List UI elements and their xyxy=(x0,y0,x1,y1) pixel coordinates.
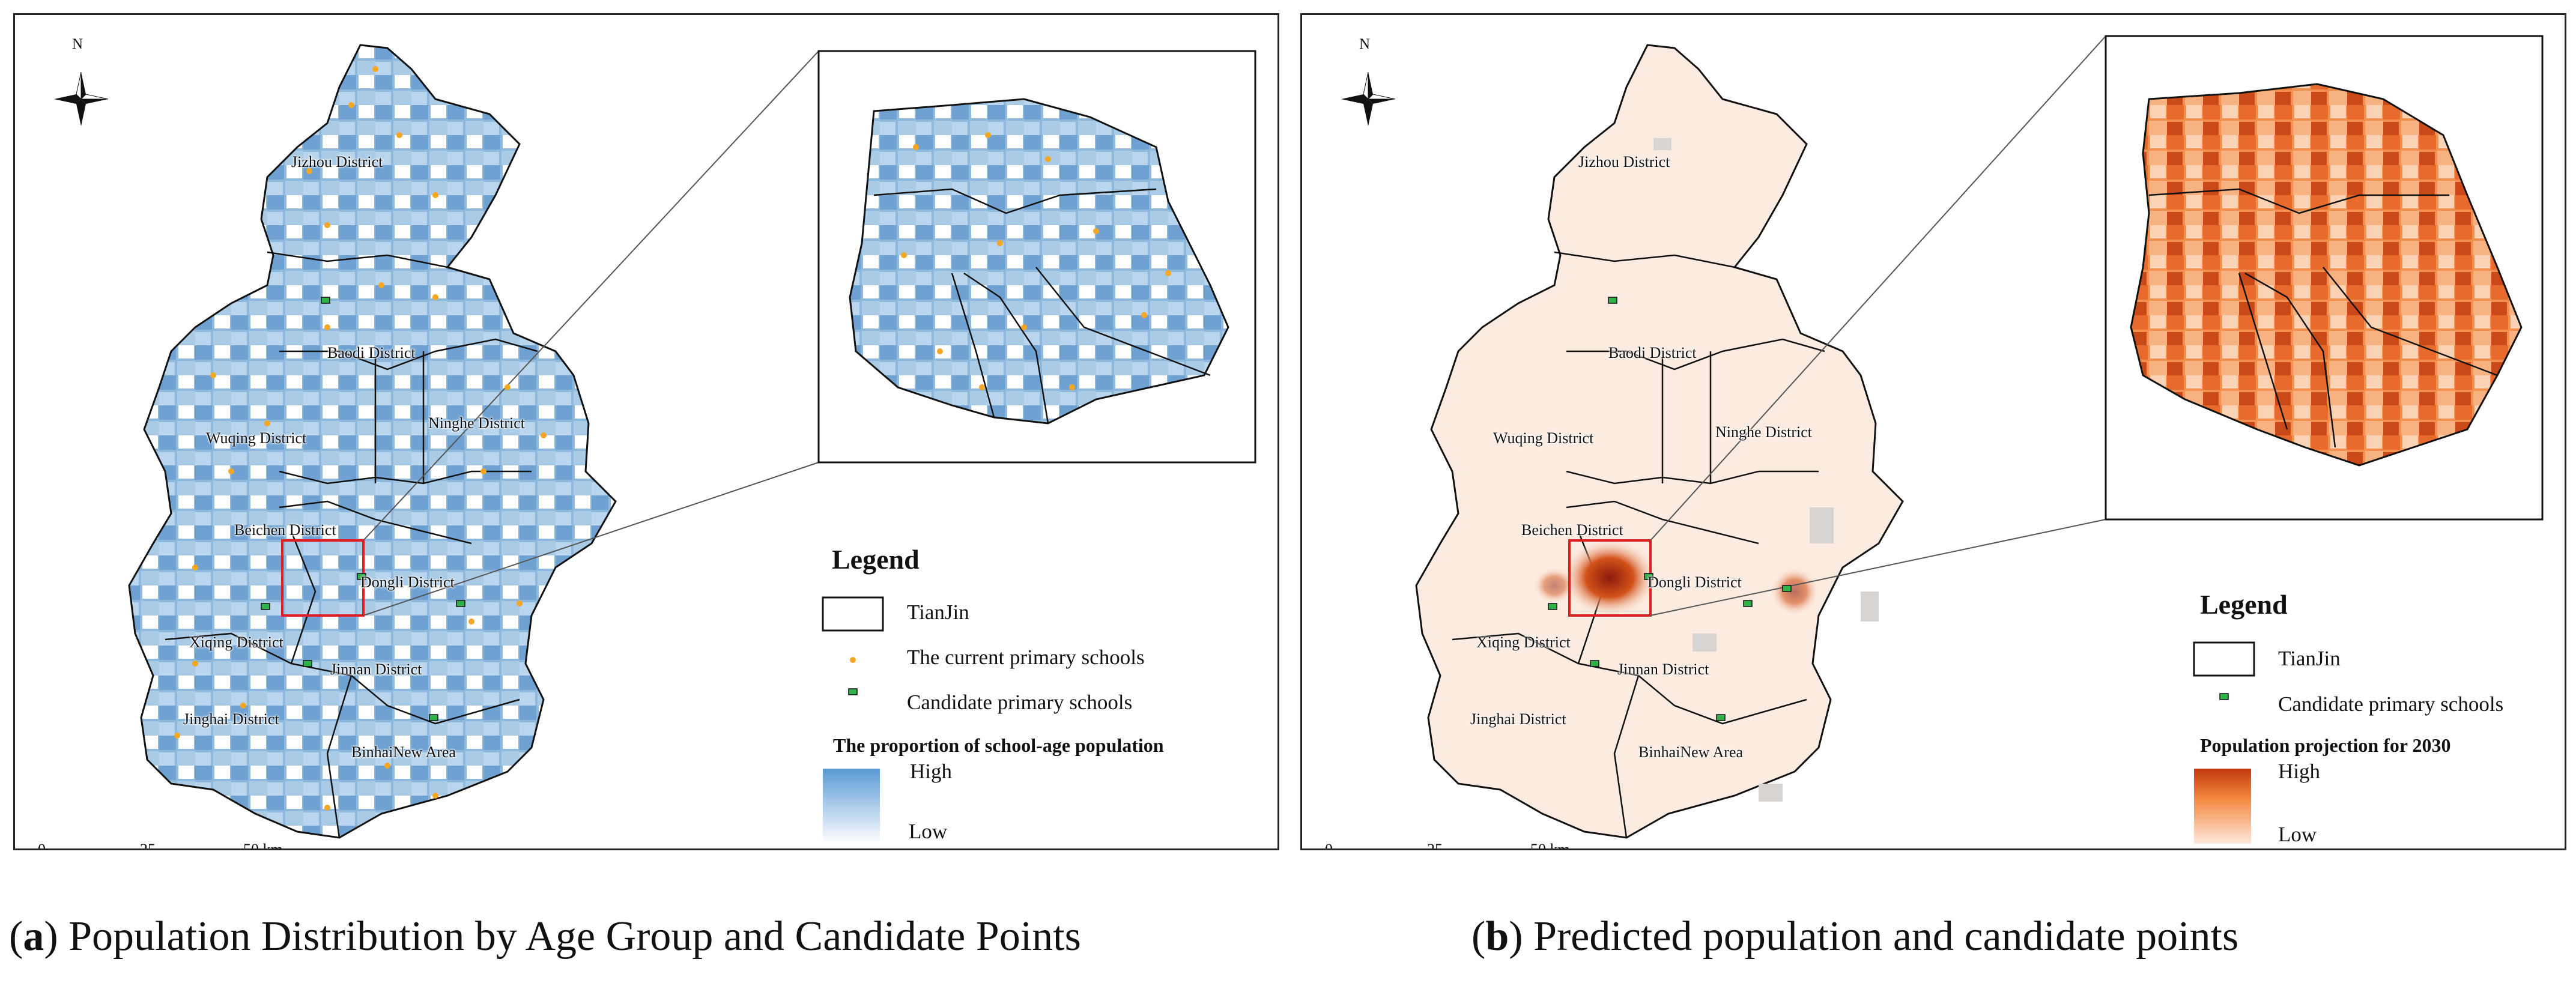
district-label-wuqing-b: Wuqing District xyxy=(1493,429,1594,447)
legend-flag-a xyxy=(848,688,858,695)
inset-region-b xyxy=(2130,83,2523,467)
district-label-jinghai-a: Jinghai District xyxy=(183,710,279,728)
scale-label-50-a: 50 km xyxy=(243,841,283,850)
legend-boundary-swatch-a xyxy=(822,596,884,632)
district-label-wuqing-a: Wuqing District xyxy=(206,429,307,447)
population-hotspot-b xyxy=(1562,539,1658,617)
district-label-beichen-b: Beichen District xyxy=(1521,521,1623,539)
map-canvas-a xyxy=(54,44,1256,844)
north-label-b: N xyxy=(1359,36,1371,52)
legend-ramp-title-a: The proportion of school-age population xyxy=(833,734,1164,756)
legend-ramp-b xyxy=(2194,769,2251,844)
legend-school-dot-a xyxy=(850,657,856,663)
district-label-binhai-a: BinhaiNew Area xyxy=(351,743,456,761)
district-label-jinnan-b: Jinnan District xyxy=(1617,661,1709,678)
caption-a-tag: a xyxy=(23,913,44,960)
caption-a: (a) Population Distribution by Age Group… xyxy=(9,913,1081,960)
caption-b-tag: b xyxy=(1485,913,1509,960)
district-label-ninghe-b: Ninghe District xyxy=(1715,423,1813,441)
legend-boundary-swatch-b xyxy=(2193,641,2255,677)
legend-title-a: Legend xyxy=(832,544,920,575)
district-label-binhai-b: BinhaiNew Area xyxy=(1638,743,1744,761)
district-boundaries-a xyxy=(165,251,538,838)
scale-label-0-a: 0 xyxy=(38,841,46,850)
district-label-dongli-b: Dongli District xyxy=(1647,573,1742,591)
legend-high-a: High xyxy=(910,760,952,783)
north-arrow-a xyxy=(54,71,109,126)
legend-candidate-schools-label-a: Candidate primary schools xyxy=(907,691,1133,714)
district-label-beichen-a: Beichen District xyxy=(234,521,336,539)
scale-label-25-a: 25 xyxy=(140,841,156,850)
legend-boundary-label-a: TianJin xyxy=(907,600,969,624)
legend-current-schools-label-a: The current primary schools xyxy=(907,646,1145,669)
map-panel-b: N Jizhou District Baodi District Wuqing … xyxy=(1300,13,2566,850)
district-label-xiqing-a: Xiqing District xyxy=(189,634,283,651)
legend-title-b: Legend xyxy=(2200,589,2288,620)
legend-ramp-a xyxy=(823,769,880,844)
legend-candidate-schools-label-b: Candidate primary schools xyxy=(2278,692,2504,716)
legend-ramp-title-b: Population projection for 2030 xyxy=(2200,734,2451,756)
district-label-jinnan-a: Jinnan District xyxy=(330,661,422,678)
district-label-ninghe-a: Ninghe District xyxy=(428,414,526,432)
district-label-jinghai-b: Jinghai District xyxy=(1470,710,1566,728)
district-label-jizhou-a: Jizhou District xyxy=(291,153,383,171)
candidate-schools-b xyxy=(1548,297,1792,721)
district-label-jizhou-b: Jizhou District xyxy=(1578,153,1670,171)
district-label-baodi-b: Baodi District xyxy=(1608,344,1697,361)
caption-b: (b) Predicted population and candidate p… xyxy=(1471,913,2239,960)
legend-low-b: Low xyxy=(2278,823,2317,846)
map-panel-a: N Jizhou District Baodi District Wuqing … xyxy=(13,13,1279,850)
inset-region-a xyxy=(849,98,1229,425)
district-label-xiqing-b: Xiqing District xyxy=(1476,634,1571,651)
north-label-a: N xyxy=(72,36,83,52)
district-boundaries-b xyxy=(1452,251,1825,838)
scale-label-0-b: 0 xyxy=(1325,841,1333,850)
district-label-baodi-a: Baodi District xyxy=(327,344,416,361)
district-label-dongli-a: Dongli District xyxy=(360,573,455,591)
legend-flag-b xyxy=(2219,693,2229,700)
legend-high-b: High xyxy=(2278,760,2320,783)
current-schools-a xyxy=(174,66,547,811)
scale-label-50-b: 50 km xyxy=(1530,841,1570,850)
caption-b-text: Predicted population and candidate point… xyxy=(1533,913,2239,960)
legend-low-a: Low xyxy=(909,820,948,843)
legend-boundary-label-b: TianJin xyxy=(2278,647,2341,670)
candidate-schools-a xyxy=(261,297,465,721)
north-arrow-b xyxy=(1341,71,1396,126)
scale-label-25-b: 25 xyxy=(1427,841,1443,850)
map-canvas-b xyxy=(1341,35,2544,844)
urban-patches-b xyxy=(1653,138,1879,802)
caption-a-text: Population Distribution by Age Group and… xyxy=(68,913,1081,960)
